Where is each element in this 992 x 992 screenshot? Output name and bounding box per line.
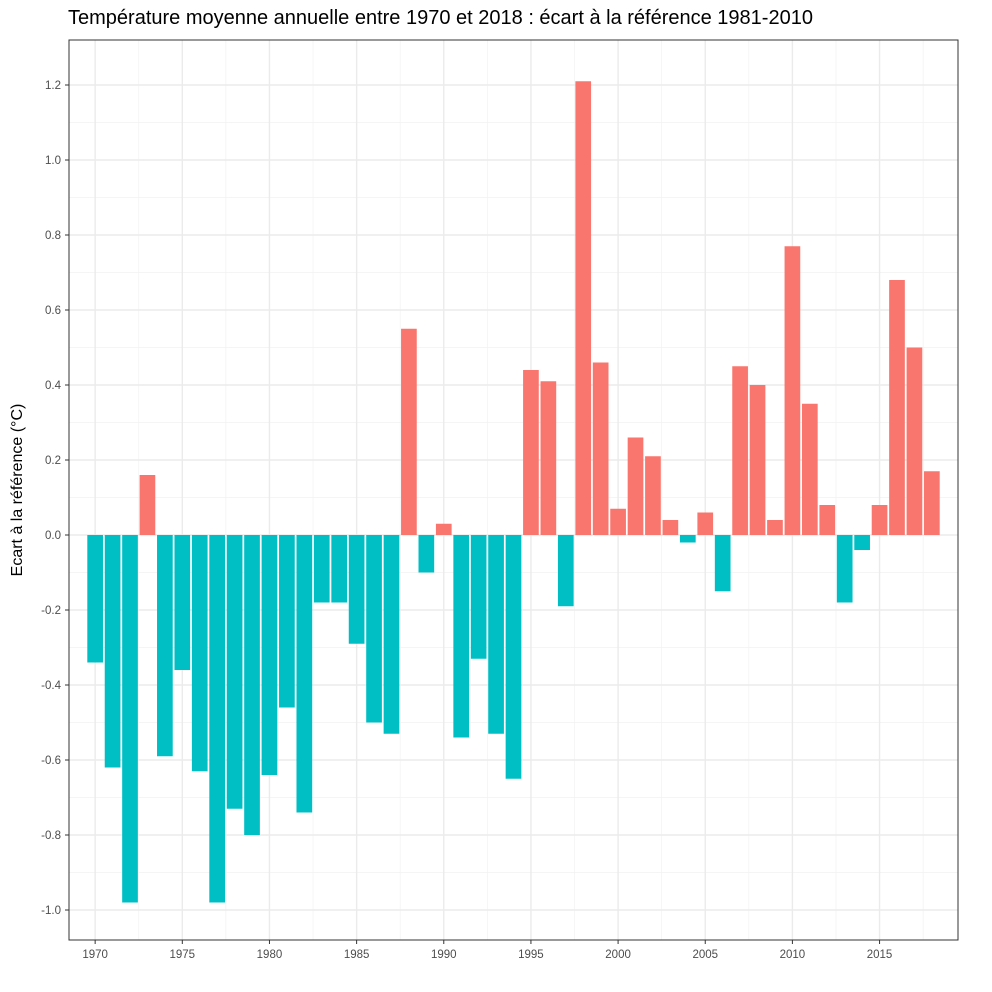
- bar-1996: [540, 381, 557, 535]
- bar-2001: [627, 437, 644, 535]
- bar-1975: [174, 535, 191, 670]
- bar-2007: [732, 366, 748, 535]
- bars: [87, 81, 940, 903]
- bar-1988: [401, 328, 417, 535]
- bar-1983: [313, 535, 330, 603]
- plot-panel-border: [68, 39, 959, 941]
- x-tick-label: 1970: [82, 949, 108, 961]
- bar-1993: [488, 535, 504, 734]
- bar-1972: [122, 535, 138, 903]
- y-axis-label: Ecart à la référence (°C): [9, 404, 26, 577]
- bar-2016: [889, 280, 905, 535]
- bar-1970: [87, 535, 103, 663]
- bar-1998: [575, 81, 592, 535]
- grid-minor: [69, 40, 958, 940]
- x-axis: 1970 1975 1980 1985 1990 1995 2000 2005 2010 2015: [82, 940, 892, 961]
- bar-1991: [453, 535, 470, 738]
- bar-1995: [523, 370, 539, 535]
- bar-2012: [819, 505, 836, 535]
- bar-1999: [592, 362, 609, 535]
- y-tick-label: 1.2: [45, 80, 61, 92]
- bar-1977: [209, 535, 226, 903]
- y-tick-label: 0.4: [45, 380, 62, 392]
- y-tick-label: -0.2: [41, 605, 61, 617]
- bar-1985: [348, 535, 365, 644]
- y-tick-label: 1.0: [45, 155, 61, 167]
- y-tick-label: 0.2: [45, 455, 61, 467]
- bar-2017: [906, 347, 923, 535]
- bar-2005: [697, 512, 714, 535]
- bar-1978: [226, 535, 243, 809]
- bar-2002: [645, 456, 661, 535]
- x-tick-label: 1980: [257, 949, 283, 961]
- x-tick-label: 1975: [170, 949, 196, 961]
- bar-1981: [279, 535, 295, 708]
- bar-1980: [261, 535, 278, 775]
- grid-major: [69, 40, 958, 940]
- chart-title: Température moyenne annuelle entre 1970 …: [68, 7, 813, 29]
- bar-1984: [331, 535, 348, 603]
- bar-2009: [767, 520, 783, 535]
- bar-2006: [714, 535, 731, 592]
- y-tick-label: -1.0: [41, 905, 61, 917]
- y-tick-label: 0.8: [45, 230, 61, 242]
- bar-2004: [679, 535, 696, 543]
- bar-2011: [801, 403, 818, 535]
- y-tick-label: -0.6: [41, 755, 61, 767]
- x-tick-label: 2010: [780, 949, 806, 961]
- bar-1982: [296, 535, 313, 813]
- bar-1989: [418, 535, 435, 573]
- bar-1994: [505, 535, 522, 779]
- bar-1997: [557, 535, 574, 607]
- y-tick-label: -0.8: [41, 830, 61, 842]
- bar-1986: [366, 535, 382, 723]
- y-tick-label: -0.4: [41, 680, 61, 692]
- x-tick-label: 1985: [344, 949, 370, 961]
- bar-1973: [139, 475, 156, 535]
- bar-2018: [924, 471, 940, 535]
- x-tick-label: 2000: [605, 949, 631, 961]
- y-tick-label: 0.0: [45, 530, 61, 542]
- bar-2014: [854, 535, 870, 550]
- y-tick-label: 0.6: [45, 305, 61, 317]
- bar-2003: [662, 520, 679, 535]
- bar-2015: [871, 505, 888, 535]
- bar-1974: [157, 535, 173, 757]
- bar-1979: [244, 535, 260, 835]
- x-tick-label: 2005: [692, 949, 718, 961]
- bar-1987: [383, 535, 400, 734]
- bar-1992: [470, 535, 487, 659]
- x-tick-label: 1995: [518, 949, 544, 961]
- bar-2000: [610, 508, 626, 535]
- bar-2013: [836, 535, 853, 603]
- bar-2010: [784, 246, 801, 535]
- y-axis: -1.0 -0.8 -0.6 -0.4 -0.2 0.0 0.2 0.4 0.6 0.8 1.0 1.…: [41, 80, 69, 917]
- bar-1990: [435, 523, 452, 535]
- x-tick-label: 1990: [431, 949, 457, 961]
- bar-1971: [104, 535, 121, 768]
- bar-2008: [749, 385, 766, 535]
- bar-1976: [191, 535, 208, 772]
- x-tick-label: 2015: [867, 949, 893, 961]
